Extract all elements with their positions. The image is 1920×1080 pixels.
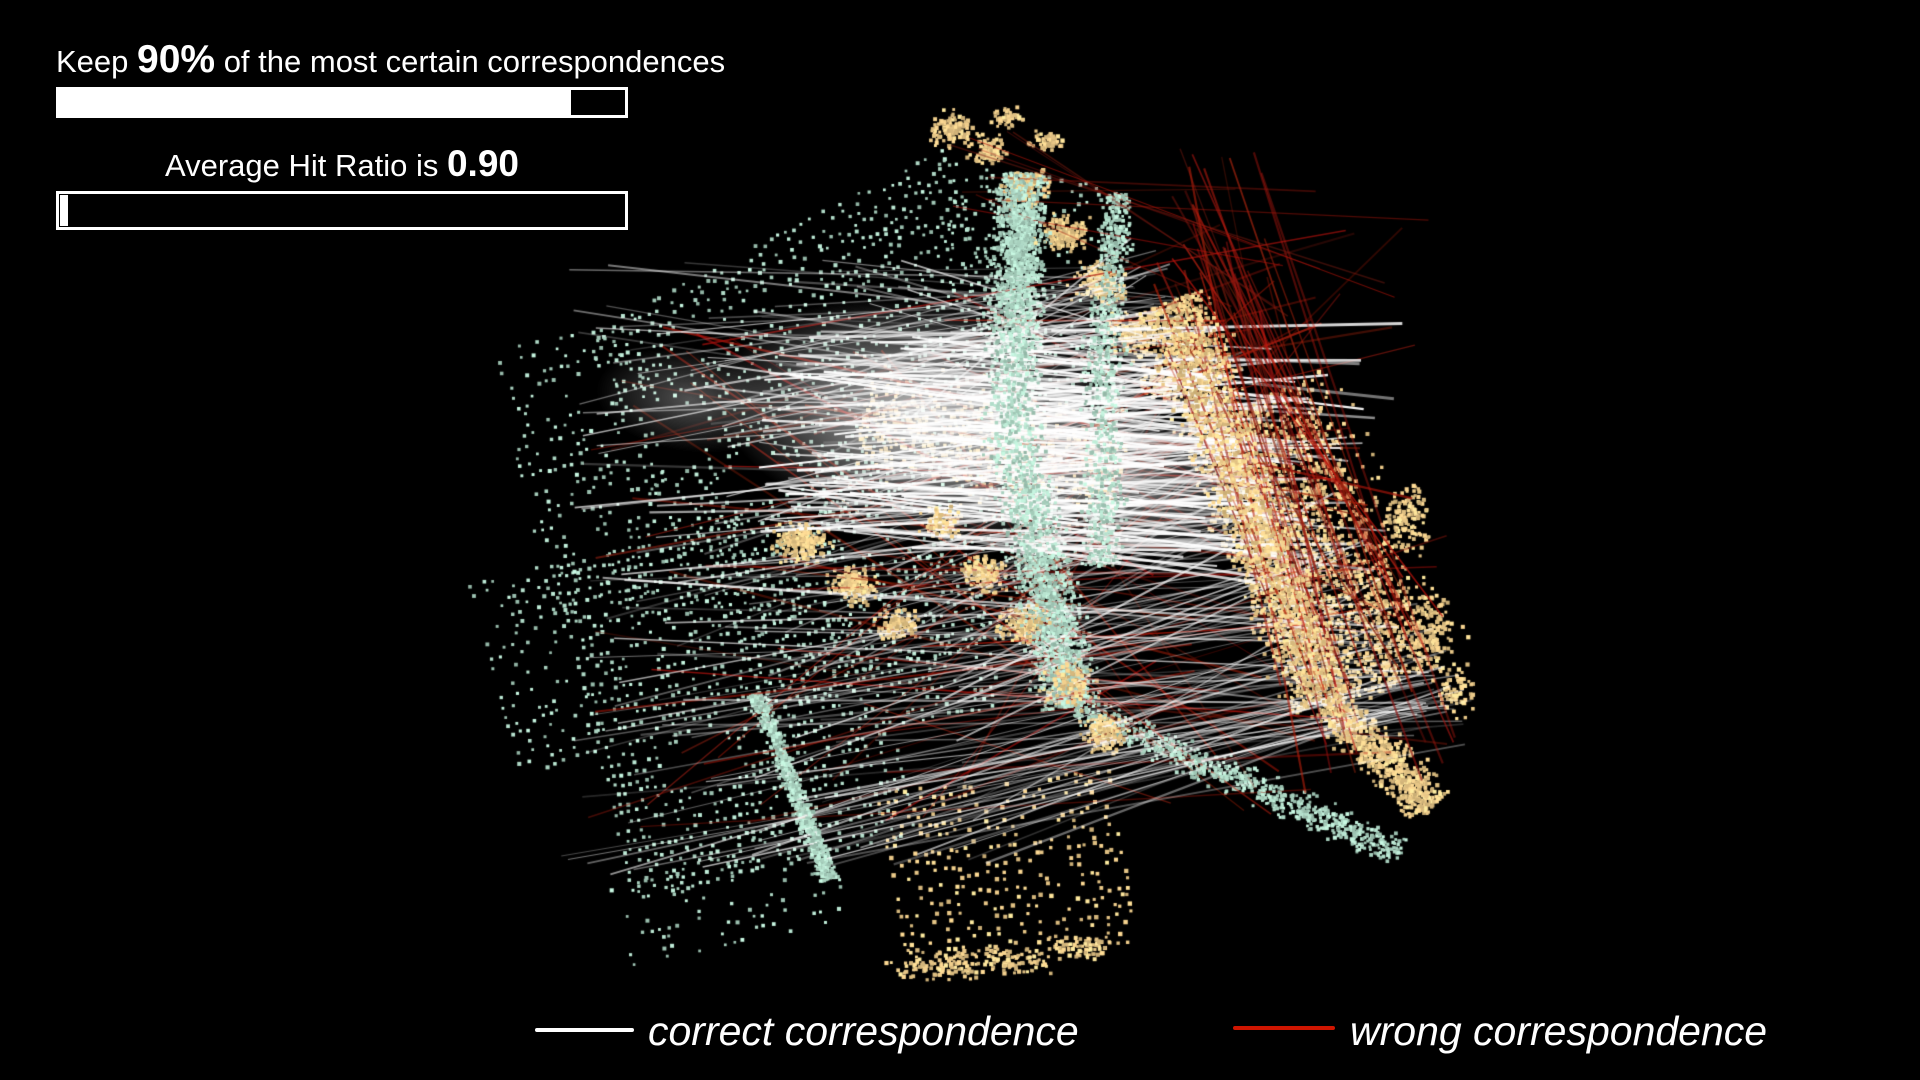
correct-correspondence-label: correct correspondence — [648, 1008, 1079, 1054]
keep-label-suffix: of the most certain correspondences — [215, 44, 726, 79]
hit-ratio-label: Average Hit Ratio is 0.90 — [56, 142, 628, 188]
hit-ratio-progress-handle[interactable] — [60, 195, 68, 226]
wrong-correspondence-line-swatch — [1233, 1026, 1335, 1030]
keep-label-prefix: Keep — [56, 44, 138, 79]
keep-percentage-slider[interactable] — [56, 87, 628, 118]
keep-slider-handle[interactable] — [567, 87, 628, 118]
keep-percent-value: 90% — [137, 38, 216, 81]
keep-slider-fill — [56, 87, 568, 118]
hit-ratio-value: 0.90 — [446, 143, 519, 184]
keep-correspondences-label: Keep 90% of the most certain corresponde… — [56, 38, 725, 84]
hit-ratio-prefix: Average Hit Ratio is — [164, 148, 447, 183]
wrong-correspondence-label: wrong correspondence — [1350, 1008, 1768, 1054]
correct-correspondence-line-swatch — [535, 1028, 634, 1032]
hit-ratio-progress-bar[interactable] — [56, 191, 628, 230]
